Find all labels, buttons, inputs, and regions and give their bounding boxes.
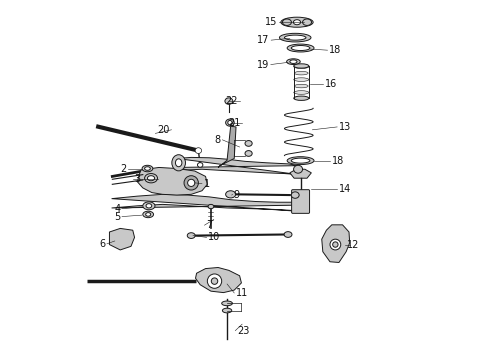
- Text: 11: 11: [236, 288, 248, 298]
- Ellipse shape: [184, 176, 198, 190]
- Text: 5: 5: [114, 212, 120, 221]
- Ellipse shape: [208, 204, 214, 209]
- Ellipse shape: [188, 179, 195, 186]
- Ellipse shape: [287, 157, 314, 165]
- Ellipse shape: [146, 204, 152, 208]
- Ellipse shape: [294, 65, 309, 68]
- Text: 16: 16: [324, 79, 337, 89]
- Ellipse shape: [282, 19, 292, 26]
- Ellipse shape: [143, 211, 153, 218]
- Polygon shape: [322, 225, 350, 262]
- Ellipse shape: [333, 242, 338, 247]
- Text: 18: 18: [329, 45, 342, 55]
- Ellipse shape: [302, 19, 312, 26]
- Text: 15: 15: [265, 17, 277, 27]
- Ellipse shape: [287, 44, 314, 52]
- Polygon shape: [137, 167, 207, 195]
- Ellipse shape: [291, 45, 310, 50]
- Polygon shape: [109, 228, 135, 250]
- Ellipse shape: [195, 148, 201, 153]
- Polygon shape: [112, 194, 302, 212]
- Ellipse shape: [294, 91, 309, 94]
- Text: 7: 7: [206, 220, 213, 230]
- Ellipse shape: [291, 158, 310, 163]
- Text: 4: 4: [114, 204, 120, 214]
- Ellipse shape: [294, 96, 309, 100]
- Text: 13: 13: [339, 122, 351, 132]
- Ellipse shape: [147, 176, 155, 181]
- Text: 2: 2: [121, 164, 126, 174]
- Text: 10: 10: [208, 232, 220, 242]
- Ellipse shape: [145, 174, 157, 183]
- Text: 17: 17: [257, 35, 270, 45]
- Ellipse shape: [285, 35, 306, 40]
- Ellipse shape: [245, 150, 252, 156]
- Ellipse shape: [281, 17, 313, 27]
- Ellipse shape: [290, 60, 297, 63]
- Text: 22: 22: [225, 96, 238, 106]
- Text: 8: 8: [215, 135, 220, 145]
- Ellipse shape: [146, 213, 151, 216]
- Ellipse shape: [294, 84, 308, 88]
- Text: 14: 14: [339, 184, 351, 194]
- Text: 1: 1: [204, 179, 210, 189]
- Text: 6: 6: [99, 239, 105, 249]
- Ellipse shape: [245, 140, 252, 146]
- FancyBboxPatch shape: [292, 190, 310, 213]
- Polygon shape: [177, 157, 299, 175]
- Ellipse shape: [279, 33, 311, 42]
- Ellipse shape: [172, 155, 186, 171]
- Ellipse shape: [287, 59, 300, 64]
- Text: 3: 3: [135, 174, 141, 184]
- Ellipse shape: [284, 231, 292, 237]
- Ellipse shape: [145, 167, 150, 170]
- Ellipse shape: [225, 191, 236, 198]
- Ellipse shape: [222, 308, 232, 313]
- Polygon shape: [218, 126, 236, 167]
- Ellipse shape: [207, 274, 221, 288]
- Ellipse shape: [291, 192, 299, 198]
- Text: 9: 9: [234, 190, 240, 200]
- Ellipse shape: [225, 119, 234, 126]
- Text: 18: 18: [332, 156, 344, 166]
- Ellipse shape: [294, 78, 309, 81]
- Ellipse shape: [294, 20, 300, 25]
- Text: 23: 23: [237, 325, 249, 336]
- Ellipse shape: [221, 301, 232, 306]
- Ellipse shape: [142, 165, 153, 172]
- Text: 19: 19: [257, 59, 269, 69]
- Polygon shape: [290, 169, 311, 178]
- Ellipse shape: [143, 202, 155, 210]
- Ellipse shape: [175, 159, 182, 167]
- Ellipse shape: [228, 121, 232, 125]
- Polygon shape: [196, 267, 242, 293]
- Ellipse shape: [211, 278, 218, 284]
- Ellipse shape: [225, 98, 233, 104]
- Text: 20: 20: [157, 125, 170, 135]
- Text: 21: 21: [228, 118, 241, 128]
- Ellipse shape: [330, 239, 341, 250]
- Ellipse shape: [197, 163, 203, 167]
- Ellipse shape: [294, 165, 302, 173]
- Text: 12: 12: [347, 240, 360, 250]
- Ellipse shape: [294, 71, 308, 75]
- Ellipse shape: [187, 233, 195, 238]
- Ellipse shape: [294, 64, 309, 68]
